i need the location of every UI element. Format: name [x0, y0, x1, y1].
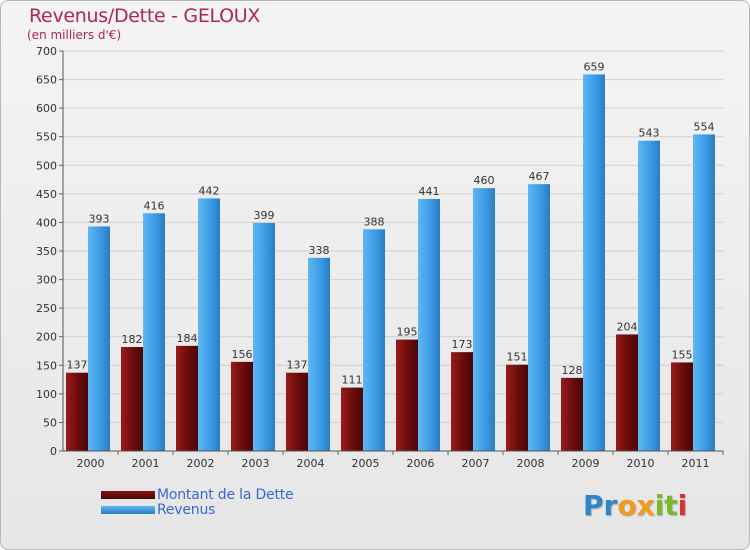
- x-tick-label: 2004: [297, 457, 325, 470]
- data-label-revenue: 441: [419, 185, 440, 198]
- bar-debt: [231, 361, 253, 451]
- x-tick-label: 2010: [627, 457, 655, 470]
- y-tick-label: 350: [36, 245, 57, 258]
- bar-revenue: [528, 184, 550, 451]
- data-label-debt: 137: [287, 359, 308, 372]
- x-tick-label: 2006: [407, 457, 435, 470]
- logo-letter: t: [664, 489, 678, 522]
- proxiti-logo: Proxiti: [583, 489, 687, 522]
- y-tick-label: 250: [36, 302, 57, 315]
- x-tick-label: 2007: [462, 457, 490, 470]
- legend-swatch-debt: [101, 491, 155, 499]
- bar-revenue: [308, 257, 330, 451]
- x-tick-label: 2009: [572, 457, 600, 470]
- data-label-revenue: 338: [309, 244, 330, 257]
- bar-revenue: [583, 74, 605, 451]
- data-label-revenue: 416: [144, 199, 165, 212]
- legend-label-debt: Montant de la Dette: [157, 487, 294, 503]
- y-tick-label: 650: [36, 74, 57, 87]
- data-label-debt: 151: [507, 351, 528, 364]
- bar-debt: [121, 347, 143, 451]
- x-tick-label: 2002: [187, 457, 215, 470]
- bar-revenue: [473, 188, 495, 451]
- bar-debt: [66, 372, 88, 451]
- axis-layer: 0 50 100 150 200 250 300 350 400 450 500 550 600 650 7…: [36, 45, 724, 470]
- legend-swatch-revenue: [101, 506, 155, 514]
- data-label-debt: 173: [452, 338, 473, 351]
- x-tick-label: 2005: [352, 457, 380, 470]
- bar-revenue: [88, 226, 110, 451]
- bar-debt: [341, 387, 363, 451]
- bar-revenue: [693, 134, 715, 451]
- logo-letter: o: [617, 489, 637, 522]
- data-label-debt: 111: [342, 374, 363, 387]
- logo-letter: x: [636, 489, 655, 522]
- y-tick-label: 550: [36, 131, 57, 144]
- logo-letter: i: [654, 489, 665, 522]
- bar-revenue: [638, 140, 660, 451]
- labels-layer: 137 393 182 416 184 442 156 399 137 338 111 388 195 4…: [67, 60, 715, 386]
- y-tick-label: 200: [36, 331, 57, 344]
- logo-letter: P: [583, 489, 604, 522]
- data-label-debt: 137: [67, 359, 88, 372]
- y-tick-label: 300: [36, 274, 57, 287]
- bar-debt: [616, 334, 638, 451]
- bars-layer: [66, 74, 715, 451]
- bar-debt: [506, 364, 528, 451]
- data-label-revenue: 659: [584, 60, 605, 73]
- y-tick-label: 0: [50, 445, 57, 458]
- x-tick-label: 2011: [682, 457, 710, 470]
- chart-subtitle: (en milliers d'€): [27, 28, 122, 42]
- bar-revenue: [143, 213, 165, 451]
- y-tick-label: 50: [43, 416, 57, 429]
- bar-debt: [561, 377, 583, 451]
- y-tick-label: 150: [36, 359, 57, 372]
- x-tick-label: 2003: [242, 457, 270, 470]
- data-label-revenue: 554: [694, 120, 715, 133]
- data-label-debt: 182: [122, 333, 143, 346]
- logo-letter: r: [603, 489, 618, 522]
- data-label-debt: 156: [232, 348, 253, 361]
- y-tick-label: 100: [36, 388, 57, 401]
- data-label-revenue: 442: [199, 184, 220, 197]
- grid-layer: [63, 50, 723, 452]
- x-tick-label: 2000: [77, 457, 105, 470]
- data-label-revenue: 393: [89, 212, 110, 225]
- bar-debt: [286, 372, 308, 451]
- data-label-debt: 128: [562, 364, 583, 377]
- x-tick-label: 2001: [132, 457, 160, 470]
- y-tick-label: 500: [36, 159, 57, 172]
- y-tick-label: 400: [36, 216, 57, 229]
- bar-revenue: [198, 198, 220, 451]
- y-tick-label: 700: [36, 45, 57, 58]
- bar-debt: [451, 352, 473, 451]
- data-label-revenue: 460: [474, 174, 495, 187]
- y-tick-label: 600: [36, 102, 57, 115]
- bar-revenue: [363, 229, 385, 451]
- data-label-debt: 195: [397, 326, 418, 339]
- bar-debt: [176, 345, 198, 451]
- bar-debt: [671, 362, 693, 451]
- data-label-revenue: 388: [364, 215, 385, 228]
- data-label-debt: 204: [617, 320, 638, 333]
- x-tick-label: 2008: [517, 457, 545, 470]
- data-label-revenue: 399: [254, 209, 275, 222]
- data-label-debt: 155: [672, 348, 693, 361]
- chart-title: Revenus/Dette - GELOUX: [29, 5, 261, 27]
- bar-revenue: [253, 223, 275, 451]
- bar-debt: [396, 339, 418, 451]
- bar-revenue: [418, 199, 440, 451]
- y-tick-label: 450: [36, 188, 57, 201]
- logo-letter: i: [677, 489, 688, 522]
- data-label-revenue: 467: [529, 170, 550, 183]
- data-label-revenue: 543: [639, 127, 660, 140]
- data-label-debt: 184: [177, 332, 198, 345]
- legend-label-revenue: Revenus: [157, 502, 216, 518]
